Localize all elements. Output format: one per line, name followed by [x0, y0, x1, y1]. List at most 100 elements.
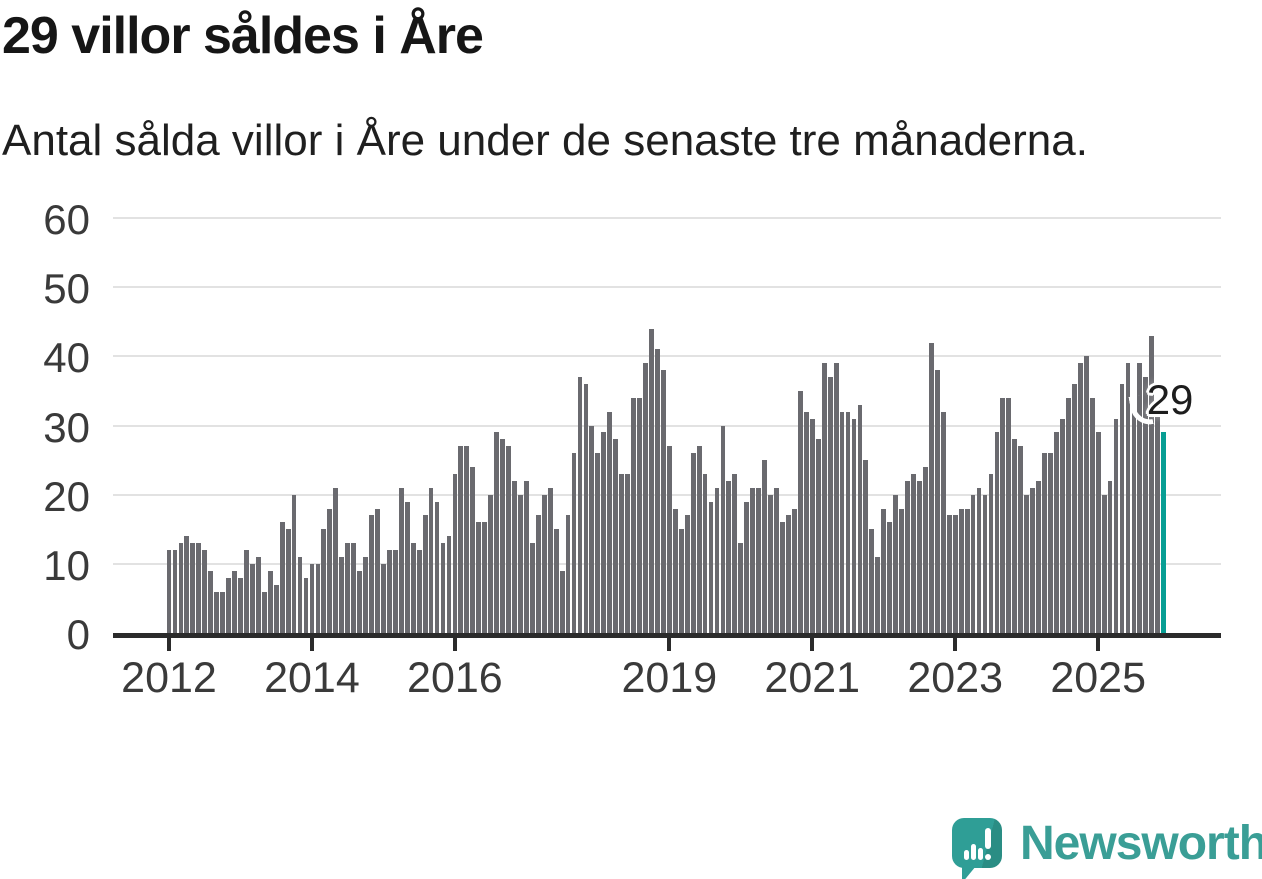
bar-2021-11: [869, 529, 875, 633]
bar-2018-02: [601, 432, 607, 633]
bar-2020-10: [792, 508, 797, 633]
bar-2013-07: [273, 584, 279, 633]
bar-2022-12: [946, 515, 952, 633]
bar-2013-12: [303, 577, 309, 633]
bar-2015-08: [422, 515, 428, 633]
bar-2013-09: [285, 529, 291, 633]
bar-2025-08: [1137, 363, 1143, 633]
bar-2023-01: [952, 515, 958, 633]
bar-2014-04: [327, 508, 333, 633]
bar-2018-05: [619, 473, 625, 633]
x-axis-label-2025: 2025: [1050, 654, 1146, 702]
bar-2024-07: [1060, 418, 1065, 633]
bar-2017-11: [583, 384, 589, 633]
bar-2022-08: [923, 467, 928, 633]
bar-2012-06: [196, 543, 202, 633]
bar-2021-02: [815, 439, 821, 633]
chart-subtitle: Antal sålda villor i Åre under de senast…: [2, 116, 1088, 165]
y-axis-label-0: 0: [66, 611, 90, 658]
bar-2014-09: [357, 570, 362, 633]
bar-2024-11: [1083, 356, 1089, 633]
bar-2020-08: [780, 522, 785, 633]
bar-2024-10: [1077, 363, 1083, 633]
x-axis-line: [113, 633, 1221, 638]
bar-2021-07: [845, 411, 851, 633]
bar-2025-09: [1143, 377, 1149, 633]
bar-2025-05: [1119, 384, 1125, 633]
logo-chart-bar-icon: [971, 844, 976, 860]
bar-2013-10: [291, 494, 297, 633]
bar-2015-03: [392, 550, 398, 633]
x-axis-label-2019: 2019: [621, 654, 718, 702]
bar-2018-04: [613, 439, 619, 633]
bar-2024-03: [1036, 480, 1042, 633]
bar-2014-05: [333, 487, 339, 633]
bar-2023-12: [1018, 446, 1024, 633]
bar-2014-07: [345, 543, 351, 633]
bar-2020-05: [762, 460, 768, 633]
bar-2023-08: [994, 432, 1000, 633]
bar-2015-07: [416, 550, 422, 633]
bar-2013-11: [297, 556, 303, 633]
bar-2013-03: [249, 563, 255, 633]
x-axis-label-2014: 2014: [264, 654, 360, 702]
logo-chart-bar-icon: [964, 850, 969, 860]
gridline-40: [113, 355, 1221, 358]
x-axis-label-2023: 2023: [907, 654, 1004, 702]
bar-2017-03: [535, 515, 541, 633]
bar-2023-02: [958, 508, 964, 633]
page-title: 29 villor såldes i Åre: [2, 7, 484, 65]
bar-latest-2025-12: [1161, 432, 1167, 633]
bar-2018-06: [625, 473, 631, 633]
y-axis-label-30: 30: [43, 403, 90, 451]
bar-2020-07: [774, 487, 779, 633]
bar-2012-08: [208, 570, 214, 633]
bar-2022-03: [893, 494, 899, 633]
bar-2020-02: [744, 501, 750, 633]
bar-2017-10: [577, 377, 583, 633]
bar-2016-01: [452, 473, 458, 633]
bar-2023-10: [1006, 397, 1012, 633]
latest-value-label: 29: [1146, 376, 1194, 424]
bar-2016-11: [512, 480, 517, 633]
bar-2013-05: [261, 591, 267, 633]
bar-2021-10: [863, 460, 869, 633]
bar-2024-01: [1024, 494, 1030, 633]
bar-2012-03: [178, 543, 184, 633]
bar-2023-11: [1012, 439, 1018, 633]
bar-2015-11: [440, 543, 446, 633]
bar-2025-02: [1101, 494, 1107, 633]
bar-2012-07: [202, 550, 208, 633]
y-axis-label-10: 10: [43, 541, 90, 589]
x-axis-label-2012: 2012: [121, 654, 217, 702]
bar-2017-05: [547, 487, 553, 633]
bar-2012-01: [166, 550, 172, 633]
bar-2014-03: [321, 529, 327, 633]
bar-2025-04: [1113, 418, 1119, 633]
logo-chart-bar-icon: [978, 848, 983, 860]
bar-2012-09: [214, 591, 220, 633]
bar-2019-02: [672, 508, 678, 633]
bar-2014-02: [315, 563, 321, 633]
bar-2015-05: [404, 501, 410, 633]
bar-2016-02: [458, 446, 464, 633]
bar-2018-09: [643, 363, 648, 633]
bar-2021-12: [875, 556, 881, 633]
bar-2018-11: [655, 349, 660, 633]
bar-2012-05: [190, 543, 196, 633]
bar-2016-12: [518, 494, 523, 633]
bar-2017-06: [553, 529, 559, 633]
bar-2018-07: [631, 397, 636, 633]
bar-2013-02: [244, 550, 249, 633]
bar-2020-04: [756, 487, 762, 633]
logo-exclamation-dot-icon: [985, 854, 991, 860]
bar-2025-07: [1131, 411, 1137, 633]
bar-2020-12: [803, 411, 809, 633]
bar-2014-06: [339, 556, 345, 633]
bar-2019-10: [720, 425, 726, 633]
bar-2024-05: [1048, 453, 1053, 633]
bar-2013-06: [267, 570, 273, 633]
x-axis-tick-2023: [953, 638, 958, 651]
logo-speech-bubble-icon: [952, 818, 1002, 868]
